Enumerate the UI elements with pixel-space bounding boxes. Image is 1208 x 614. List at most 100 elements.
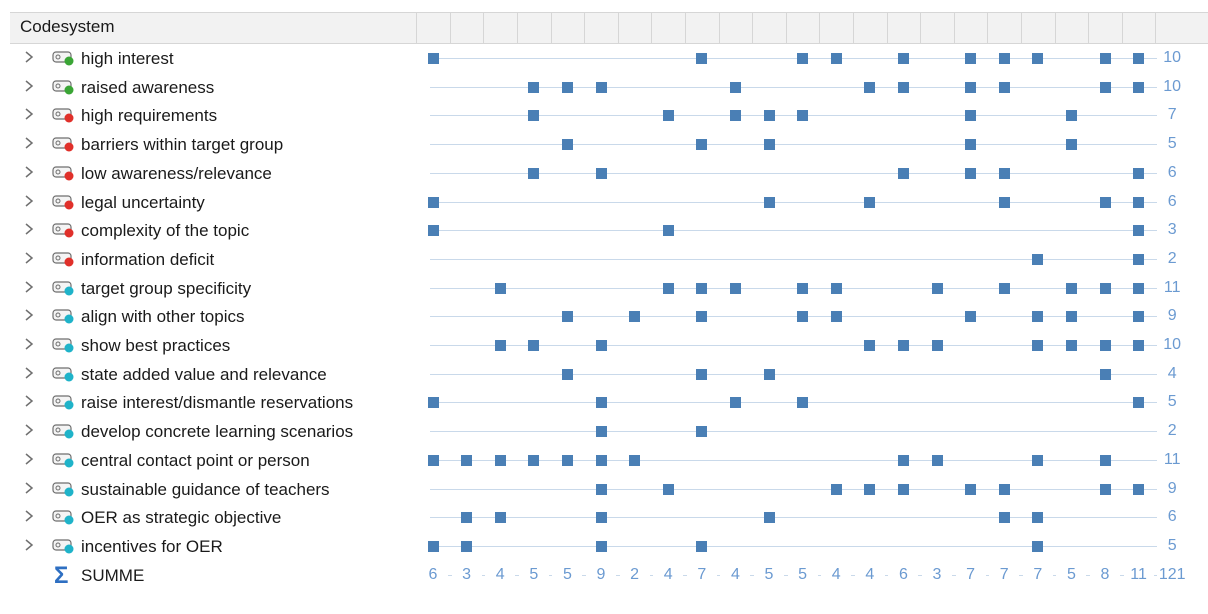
matrix-cell[interactable] — [1133, 282, 1145, 294]
matrix-cell[interactable] — [629, 311, 641, 323]
matrix-cell[interactable] — [561, 454, 573, 466]
matrix-cell[interactable] — [427, 540, 439, 552]
column-header-8[interactable] — [651, 13, 685, 43]
matrix-cell[interactable] — [427, 397, 439, 409]
code-label[interactable]: complexity of the topic — [81, 221, 250, 241]
matrix-cell[interactable] — [427, 53, 439, 64]
matrix-cell[interactable] — [494, 512, 506, 524]
matrix-cell[interactable] — [696, 311, 708, 323]
matrix-cell[interactable] — [561, 368, 573, 380]
code-label[interactable]: show best practices — [81, 336, 231, 355]
code-row[interactable]: high interest 10 — [10, 44, 1208, 73]
matrix-cell[interactable] — [1133, 253, 1145, 265]
code-label[interactable]: barriers within target group — [81, 135, 284, 155]
matrix-cell[interactable] — [595, 81, 607, 93]
code-row[interactable]: complexity of the topic 3 — [10, 216, 1208, 245]
matrix-cell[interactable] — [998, 167, 1010, 179]
code-row[interactable]: low awareness/relevance 6 — [10, 159, 1208, 188]
chevron-right-icon[interactable] — [22, 393, 36, 409]
matrix-cell[interactable] — [494, 454, 506, 466]
matrix-cell[interactable] — [561, 139, 573, 151]
chevron-right-icon[interactable] — [22, 508, 36, 524]
matrix-cell[interactable] — [696, 540, 708, 552]
matrix-cell[interactable] — [629, 454, 641, 466]
matrix-cell[interactable] — [595, 454, 607, 466]
chevron-right-icon[interactable] — [22, 480, 36, 496]
chevron-right-icon[interactable] — [22, 250, 36, 266]
matrix-cell[interactable] — [1065, 110, 1077, 122]
matrix-cell[interactable] — [1133, 225, 1145, 237]
column-header-20[interactable] — [1054, 13, 1088, 43]
matrix-cell[interactable] — [696, 53, 708, 64]
matrix-cell[interactable] — [763, 110, 775, 122]
matrix-cell[interactable] — [696, 368, 708, 380]
column-header-6[interactable] — [584, 13, 618, 43]
matrix-cell[interactable] — [965, 110, 977, 122]
matrix-cell[interactable] — [1099, 368, 1111, 380]
matrix-cell[interactable] — [998, 81, 1010, 93]
code-label[interactable]: incentives for OER — [81, 536, 223, 556]
code-row[interactable]: raise interest/dismantle reservations 5 — [10, 388, 1208, 417]
chevron-right-icon[interactable] — [22, 49, 36, 65]
column-header-16[interactable] — [920, 13, 954, 43]
matrix-cell[interactable] — [1133, 53, 1145, 64]
column-header-21[interactable] — [1088, 13, 1122, 43]
code-label[interactable]: information deficit — [81, 249, 215, 269]
matrix-cell[interactable] — [1133, 311, 1145, 323]
matrix-cell[interactable] — [763, 368, 775, 380]
column-header-15[interactable] — [886, 13, 920, 43]
matrix-cell[interactable] — [864, 196, 876, 208]
code-label[interactable]: align with other topics — [81, 307, 245, 327]
matrix-cell[interactable] — [595, 512, 607, 524]
matrix-cell[interactable] — [1032, 340, 1044, 351]
matrix-cell[interactable] — [696, 282, 708, 294]
matrix-cell[interactable] — [1133, 397, 1145, 409]
column-header-13[interactable] — [819, 13, 853, 43]
matrix-cell[interactable] — [1032, 311, 1044, 323]
chevron-right-icon[interactable] — [22, 221, 36, 237]
matrix-cell[interactable] — [931, 340, 943, 351]
matrix-cell[interactable] — [595, 483, 607, 495]
matrix-cell[interactable] — [1032, 454, 1044, 466]
code-label[interactable]: state added value and relevance — [81, 364, 327, 384]
matrix-cell[interactable] — [830, 53, 842, 64]
matrix-cell[interactable] — [528, 340, 540, 351]
matrix-cell[interactable] — [1099, 483, 1111, 495]
matrix-cell[interactable] — [931, 282, 943, 294]
matrix-cell[interactable] — [965, 483, 977, 495]
matrix-cell[interactable] — [427, 225, 439, 237]
matrix-cell[interactable] — [1133, 167, 1145, 179]
column-header-codesystem[interactable]: Codesystem — [20, 17, 115, 36]
matrix-cell[interactable] — [1099, 282, 1111, 294]
code-row[interactable]: incentives for OER 5 — [10, 532, 1208, 561]
matrix-cell[interactable] — [1065, 139, 1077, 151]
matrix-cell[interactable] — [561, 311, 573, 323]
code-row[interactable]: legal uncertainty 6 — [10, 188, 1208, 217]
matrix-cell[interactable] — [864, 483, 876, 495]
matrix-cell[interactable] — [1133, 340, 1145, 351]
matrix-cell[interactable] — [461, 454, 473, 466]
code-row[interactable]: align with other topics 9 — [10, 302, 1208, 331]
code-row[interactable]: target group specificity 11 — [10, 274, 1208, 303]
matrix-cell[interactable] — [1032, 53, 1044, 64]
chevron-right-icon[interactable] — [22, 135, 36, 151]
matrix-cell[interactable] — [897, 483, 909, 495]
column-header-7[interactable] — [617, 13, 651, 43]
matrix-cell[interactable] — [729, 282, 741, 294]
matrix-cell[interactable] — [494, 282, 506, 294]
code-row[interactable]: OER as strategic objective 6 — [10, 503, 1208, 532]
column-header-4[interactable] — [517, 13, 550, 43]
matrix-cell[interactable] — [1032, 540, 1044, 552]
column-header-22[interactable] — [1121, 13, 1155, 43]
column-header-1[interactable] — [416, 13, 450, 43]
matrix-cell[interactable] — [1133, 196, 1145, 208]
matrix-cell[interactable] — [1065, 311, 1077, 323]
matrix-cell[interactable] — [797, 397, 809, 409]
matrix-cell[interactable] — [595, 426, 607, 438]
matrix-cell[interactable] — [797, 110, 809, 122]
column-header-19[interactable] — [1021, 13, 1054, 43]
matrix-cell[interactable] — [662, 225, 674, 237]
column-header-12[interactable] — [785, 13, 819, 43]
column-header-3[interactable] — [483, 13, 517, 43]
matrix-cell[interactable] — [897, 167, 909, 179]
